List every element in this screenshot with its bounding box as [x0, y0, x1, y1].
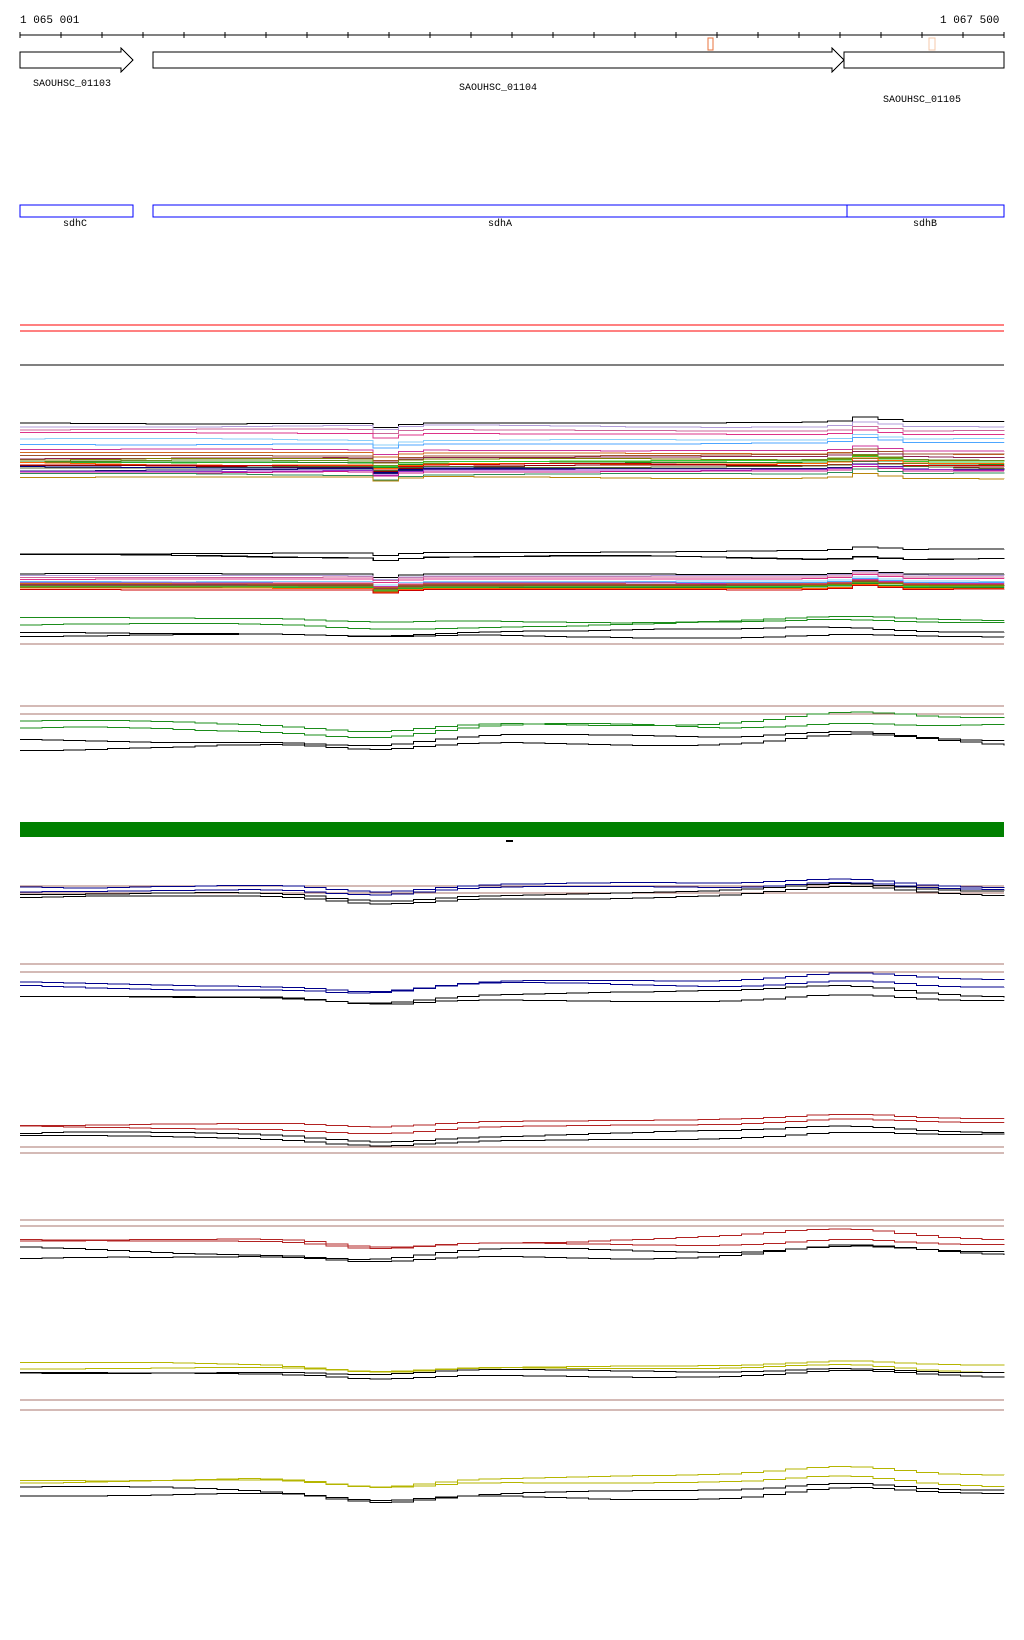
svg-text:sdhB: sdhB [913, 218, 937, 230]
svg-text:1 065 001: 1 065 001 [20, 15, 80, 27]
svg-text:SAOUHSC_01103: SAOUHSC_01103 [33, 79, 111, 90]
svg-text:1 067 500: 1 067 500 [940, 15, 999, 27]
svg-text:sdhA: sdhA [488, 218, 512, 230]
svg-text:SAOUHSC_01105: SAOUHSC_01105 [883, 95, 961, 106]
svg-text:SAOUHSC_01104: SAOUHSC_01104 [459, 83, 537, 94]
svg-text:sdhC: sdhC [63, 218, 87, 230]
